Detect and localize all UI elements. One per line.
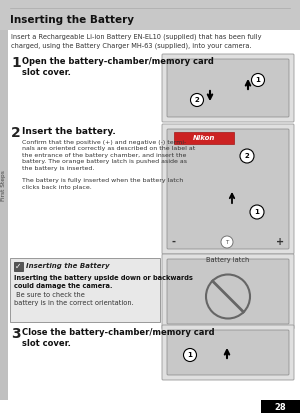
- Text: -: -: [172, 237, 176, 247]
- Text: 2: 2: [195, 97, 200, 103]
- Text: 1: 1: [255, 209, 260, 215]
- FancyBboxPatch shape: [167, 259, 289, 324]
- Text: +: +: [276, 237, 284, 247]
- FancyBboxPatch shape: [162, 54, 294, 122]
- Text: 1: 1: [11, 56, 21, 70]
- FancyBboxPatch shape: [162, 325, 294, 380]
- FancyBboxPatch shape: [167, 129, 289, 249]
- Text: 2: 2: [244, 153, 249, 159]
- Text: Nikon: Nikon: [193, 135, 215, 141]
- Circle shape: [221, 236, 233, 248]
- Text: Inserting the Battery: Inserting the Battery: [26, 263, 110, 269]
- FancyBboxPatch shape: [10, 258, 160, 322]
- Circle shape: [184, 349, 196, 361]
- Text: Open the battery-chamber/memory card
slot cover.: Open the battery-chamber/memory card slo…: [22, 57, 214, 78]
- Text: Be sure to check the
battery is in the correct orientation.: Be sure to check the battery is in the c…: [14, 292, 134, 306]
- Circle shape: [206, 275, 250, 318]
- Text: Insert the battery.: Insert the battery.: [22, 127, 116, 136]
- Text: Battery latch: Battery latch: [206, 257, 250, 263]
- Bar: [0, 30, 8, 400]
- Circle shape: [251, 74, 265, 86]
- Text: 28: 28: [274, 403, 286, 411]
- Bar: [0, 0, 300, 30]
- Text: Close the battery-chamber/memory card
slot cover.: Close the battery-chamber/memory card sl…: [22, 328, 214, 349]
- Text: Inserting the Battery: Inserting the Battery: [10, 15, 134, 25]
- Text: Confirm that the positive (+) and negative (-) termi-
nals are oriented correctl: Confirm that the positive (+) and negati…: [22, 140, 195, 190]
- Text: ✓: ✓: [15, 262, 22, 271]
- FancyBboxPatch shape: [174, 132, 234, 144]
- Text: Inserting the battery upside down or backwards
could damage the camera.: Inserting the battery upside down or bac…: [14, 275, 193, 289]
- Circle shape: [240, 149, 254, 163]
- FancyBboxPatch shape: [162, 254, 294, 329]
- Text: 1: 1: [256, 77, 260, 83]
- Text: First Steps: First Steps: [2, 170, 7, 201]
- Text: 2: 2: [11, 126, 21, 140]
- Bar: [261, 400, 300, 413]
- Text: 3: 3: [11, 327, 21, 341]
- Circle shape: [190, 93, 203, 107]
- Text: Insert a Rechargeable Li-ion Battery EN-EL10 (supplied) that has been fully
char: Insert a Rechargeable Li-ion Battery EN-…: [11, 34, 262, 49]
- FancyBboxPatch shape: [167, 59, 289, 117]
- Bar: [14, 262, 23, 271]
- FancyBboxPatch shape: [167, 330, 289, 375]
- Circle shape: [250, 205, 264, 219]
- Text: 1: 1: [188, 352, 192, 358]
- FancyBboxPatch shape: [162, 124, 294, 254]
- Text: T: T: [225, 240, 229, 244]
